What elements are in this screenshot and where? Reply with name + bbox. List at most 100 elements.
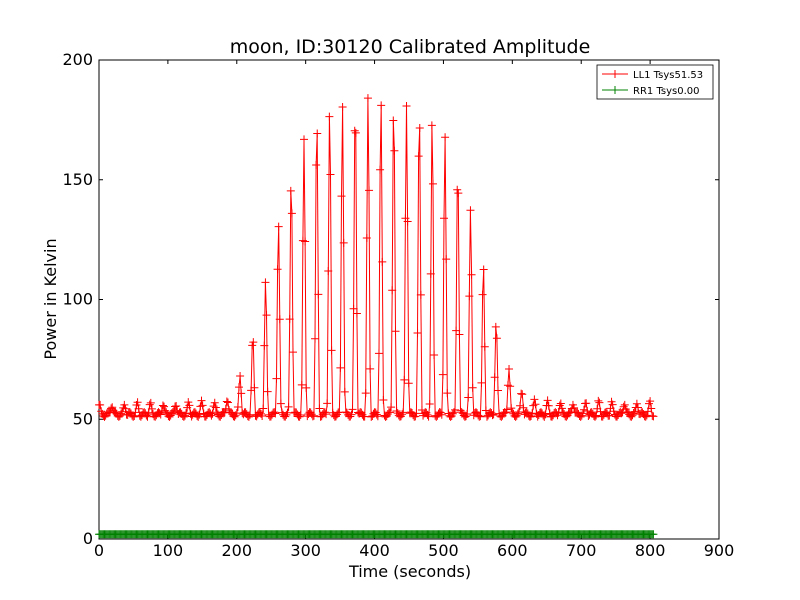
- axis-ticks: 0 100 200 300 400 500 600 700 800 900 0 50 100 150 200: [62, 50, 734, 560]
- data-point-ll1: [160, 402, 169, 411]
- data-point-ll1: [222, 397, 231, 406]
- data-point-ll1: [544, 401, 553, 410]
- data-point-ll1: [133, 398, 142, 407]
- data-point-ll1: [117, 409, 126, 418]
- data-point-ll1: [366, 364, 375, 373]
- data-point-ll1: [308, 412, 317, 421]
- data-point-ll1: [158, 401, 167, 410]
- data-point-ll1: [428, 179, 437, 188]
- data-point-ll1: [516, 401, 525, 410]
- data-point-ll1: [96, 400, 105, 409]
- data-point-ll1: [120, 400, 129, 409]
- data-point-ll1: [284, 402, 293, 411]
- data-point-ll1: [297, 380, 306, 389]
- x-tick-label: 600: [497, 541, 528, 560]
- data-point-ll1: [363, 94, 372, 103]
- x-tick-label: 300: [290, 541, 321, 560]
- data-point-ll1: [475, 412, 484, 421]
- data-point-ll1: [172, 401, 181, 410]
- data-point-ll1: [570, 403, 579, 412]
- data-point-ll1: [415, 123, 424, 132]
- data-point-ll1: [438, 370, 447, 379]
- data-point-ll1: [338, 102, 347, 111]
- data-point-ll1: [436, 408, 445, 417]
- y-axis-label: Power in Kelvin: [41, 238, 60, 359]
- data-point-ll1: [416, 290, 425, 299]
- data-point-ll1: [514, 408, 523, 417]
- y-tick-label: 200: [62, 50, 93, 69]
- data-point-ll1: [311, 334, 320, 343]
- data-point-ll1: [582, 399, 591, 408]
- legend-marker: [611, 86, 619, 94]
- data-point-ll1: [275, 315, 284, 324]
- data-point-ll1: [531, 400, 540, 409]
- data-point-ll1: [131, 408, 140, 417]
- data-point-ll1: [145, 400, 154, 409]
- data-point-ll1: [454, 189, 463, 198]
- data-point-ll1: [282, 410, 291, 419]
- data-point-ll1: [633, 403, 642, 412]
- data-point-ll1: [413, 328, 422, 337]
- y-tick-label: 150: [62, 170, 93, 189]
- y-tick-label: 0: [83, 529, 93, 548]
- data-point-ll1: [270, 408, 279, 417]
- data-point-ll1: [340, 387, 349, 396]
- data-point-ll1: [579, 405, 588, 414]
- data-point-ll1: [388, 286, 397, 295]
- data-point-ll1: [592, 411, 601, 420]
- data-point-ll1: [349, 304, 358, 313]
- data-point-ll1: [198, 401, 207, 410]
- data-point-ll1: [642, 411, 651, 420]
- data-point-ll1: [414, 152, 423, 161]
- legend-label: RR1 Tsys0.00: [633, 86, 700, 97]
- data-point-ll1: [402, 102, 411, 111]
- data-point-ll1: [530, 395, 539, 404]
- data-point-ll1: [271, 409, 280, 418]
- data-point-ll1: [424, 412, 433, 421]
- data-point-ll1: [427, 121, 436, 130]
- data-point-ll1: [347, 410, 356, 419]
- data-point-ll1: [147, 404, 156, 413]
- data-point-ll1: [248, 341, 257, 350]
- data-point-ll1: [309, 411, 318, 420]
- data-point-ll1: [400, 375, 409, 384]
- data-point-ll1: [430, 350, 439, 359]
- data-point-ll1: [463, 409, 472, 418]
- data-point-ll1: [261, 278, 270, 287]
- data-point-ll1: [465, 292, 474, 301]
- data-point-ll1: [506, 382, 515, 391]
- data-point-ll1: [467, 270, 476, 279]
- legend: LL1 Tsys51.53 RR1 Tsys0.00: [596, 64, 714, 100]
- series-rr1: [95, 530, 658, 539]
- data-point-ll1: [257, 409, 266, 418]
- data-point-ll1: [632, 399, 641, 408]
- data-point-ll1: [466, 206, 475, 215]
- data-point-ll1: [295, 412, 304, 421]
- data-point-ll1: [453, 185, 462, 194]
- data-point-ll1: [404, 379, 413, 388]
- data-point-ll1: [505, 365, 514, 374]
- data-point-ll1: [211, 403, 220, 412]
- data-point-ll1: [491, 322, 500, 331]
- data-point-ll1: [372, 410, 381, 419]
- data-point-ll1: [171, 402, 180, 411]
- data-point-ll1: [322, 410, 331, 419]
- data-point-ll1: [129, 412, 138, 421]
- legend-box: [596, 64, 714, 100]
- x-tick-label: 0: [94, 541, 104, 560]
- data-point-ll1: [390, 146, 399, 155]
- data-point-ll1: [288, 348, 297, 357]
- plot-frame: [98, 59, 720, 540]
- data-point-ll1: [423, 410, 432, 419]
- data-point-ll1: [315, 404, 324, 413]
- data-point-ll1: [208, 409, 217, 418]
- data-point-ll1: [374, 349, 383, 358]
- data-point-ll1: [273, 265, 282, 274]
- data-point-ll1: [492, 334, 501, 343]
- data-point-ll1: [362, 233, 371, 242]
- data-point-ll1: [647, 404, 656, 413]
- data-point-ll1: [326, 170, 335, 179]
- data-point-ll1: [361, 389, 370, 398]
- data-point-ll1: [207, 411, 216, 420]
